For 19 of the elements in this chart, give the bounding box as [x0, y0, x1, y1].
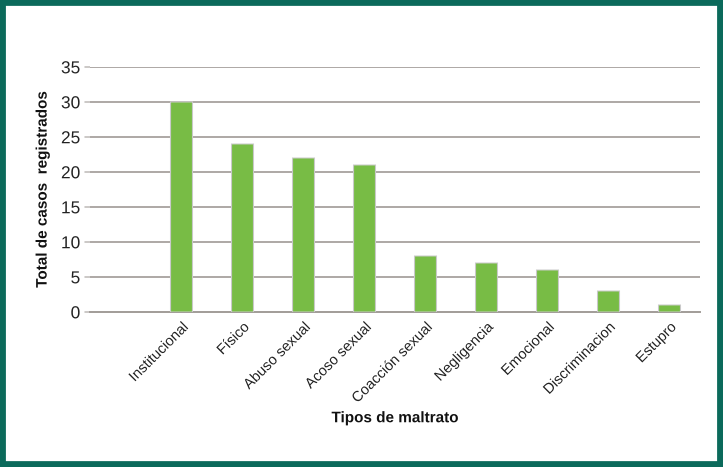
y-tick-label: 35 [62, 61, 80, 74]
bar [596, 290, 620, 312]
y-axis-title: Total de casos registrados [36, 92, 50, 288]
bar [414, 255, 438, 312]
y-tick-label: 30 [62, 96, 80, 108]
bar [230, 143, 254, 312]
bar [352, 164, 376, 312]
x-axis-title: Tipos de maltrato [332, 411, 458, 426]
y-tick-label: 0 [71, 306, 80, 318]
y-tick-label: 15 [62, 201, 80, 214]
y-tick-label: 10 [62, 236, 80, 248]
y-tick-label: 25 [62, 131, 80, 144]
y-tick-label: 20 [62, 166, 80, 178]
bar [170, 101, 194, 312]
bar [658, 304, 682, 312]
y-tick-label: 5 [71, 271, 80, 284]
bar [292, 157, 316, 312]
bar [536, 269, 560, 312]
bar [474, 262, 498, 312]
